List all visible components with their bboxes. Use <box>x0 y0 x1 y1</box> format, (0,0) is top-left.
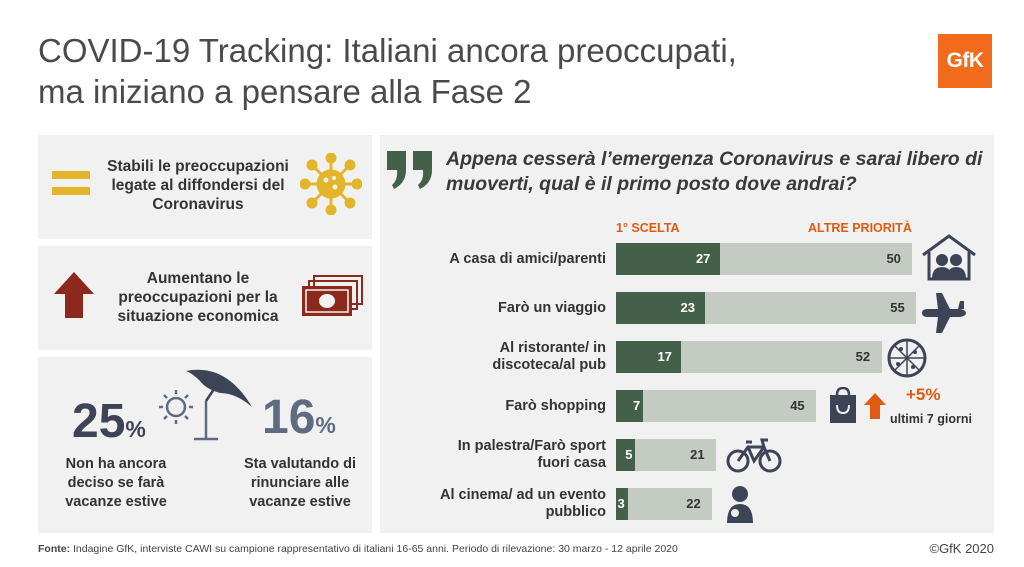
equals-icon <box>52 171 90 203</box>
shopping-change-period: ultimi 7 giorni <box>890 412 972 426</box>
category-label: Al cinema/ ad un evento pubblico <box>440 487 606 520</box>
shopping-bag-icon <box>830 387 856 423</box>
value-other-priorities: 21 <box>690 447 705 462</box>
beach-umbrella-icon <box>159 369 252 441</box>
category-label: In palestra/Farò sport fuori casa <box>457 438 606 471</box>
value-other-priorities: 55 <box>890 300 905 315</box>
bicycle-icon <box>726 438 782 473</box>
panel-first-place-chart: Appena cesserà l’emergenza Coronavirus e… <box>380 135 994 533</box>
quote-icon <box>387 151 432 189</box>
value-first-choice: 5 <box>625 447 633 462</box>
friends-house-icon <box>922 234 976 281</box>
source-note: Fonte: Indagine GfK, interviste CAWI su … <box>38 543 678 555</box>
money-icon <box>302 275 363 316</box>
panel-stable-concerns: Stabili le preoccupazioni legate al diff… <box>38 135 372 239</box>
panel-holidays: 25% 16% Non ha ancora deciso se farà vac… <box>38 357 372 533</box>
value-first-choice: 3 <box>617 496 625 511</box>
bar-first-choice <box>616 341 682 373</box>
arrow-up-icon <box>54 272 94 318</box>
audience-person-icon <box>727 486 753 523</box>
value-other-priorities: 45 <box>790 398 805 413</box>
bar-other-priorities <box>627 488 713 520</box>
bar-first-choice <box>616 292 705 324</box>
category-label: Farò un viaggio <box>498 299 606 316</box>
virus-icon <box>300 153 362 215</box>
page-title: COVID-19 Tracking: Italiani ancora preoc… <box>38 30 898 112</box>
stat-undecided-value: 25% <box>72 395 146 448</box>
panel-economic-concerns: Aumentano le preoccupazioni per la situa… <box>38 246 372 350</box>
value-first-choice: 27 <box>695 251 711 266</box>
stable-concerns-text: Stabili le preoccupazioni legate al diff… <box>107 158 289 213</box>
value-first-choice: 23 <box>680 300 696 315</box>
shopping-change-value: +5% <box>906 385 941 404</box>
stat-renounce-label: Sta valutando di rinunciare alle vacanze… <box>244 456 356 510</box>
value-other-priorities: 52 <box>855 349 871 364</box>
gfk-logo: GfK <box>938 34 992 88</box>
category-label: Al ristorante/ in discoteca/al pub <box>492 340 606 373</box>
bar-first-choice <box>616 390 643 422</box>
airplane-icon <box>922 293 966 333</box>
bar-other-priorities <box>635 439 717 471</box>
pizza-icon <box>887 338 927 378</box>
title-line-2: ma iniziano a pensare alla Fase 2 <box>38 73 532 110</box>
title-line-1: COVID-19 Tracking: Italiani ancora preoc… <box>38 32 737 69</box>
stat-renounce-value: 16% <box>262 391 336 444</box>
increase-arrow-icon <box>864 393 886 419</box>
value-first-choice: 7 <box>632 398 641 413</box>
bar-other-priorities <box>642 390 817 422</box>
bar-first-choice <box>616 243 720 275</box>
bar-first-choice <box>616 488 628 520</box>
legend-first-choice: 1° SCELTA <box>616 221 680 235</box>
stat-undecided-label: Non ha ancora deciso se farà vacanze est… <box>65 456 167 510</box>
bar-first-choice <box>616 439 636 471</box>
bar-other-priorities <box>681 341 882 373</box>
bar-other-priorities <box>719 243 913 275</box>
legend-other-priorities: ALTRE PRIORITÀ <box>808 221 912 235</box>
category-label: A casa di amici/parenti <box>449 250 606 267</box>
chart-question: Appena cesserà l’emergenza Coronavirus e… <box>446 148 983 195</box>
value-other-priorities: 50 <box>886 251 901 266</box>
value-other-priorities: 22 <box>686 496 701 511</box>
bar-other-priorities <box>704 292 917 324</box>
category-label: Farò shopping <box>505 397 606 414</box>
copyright: ©GfK 2020 <box>929 541 994 556</box>
value-first-choice: 17 <box>657 349 672 364</box>
economic-concerns-text: Aumentano le preoccupazioni per la situa… <box>117 270 279 325</box>
